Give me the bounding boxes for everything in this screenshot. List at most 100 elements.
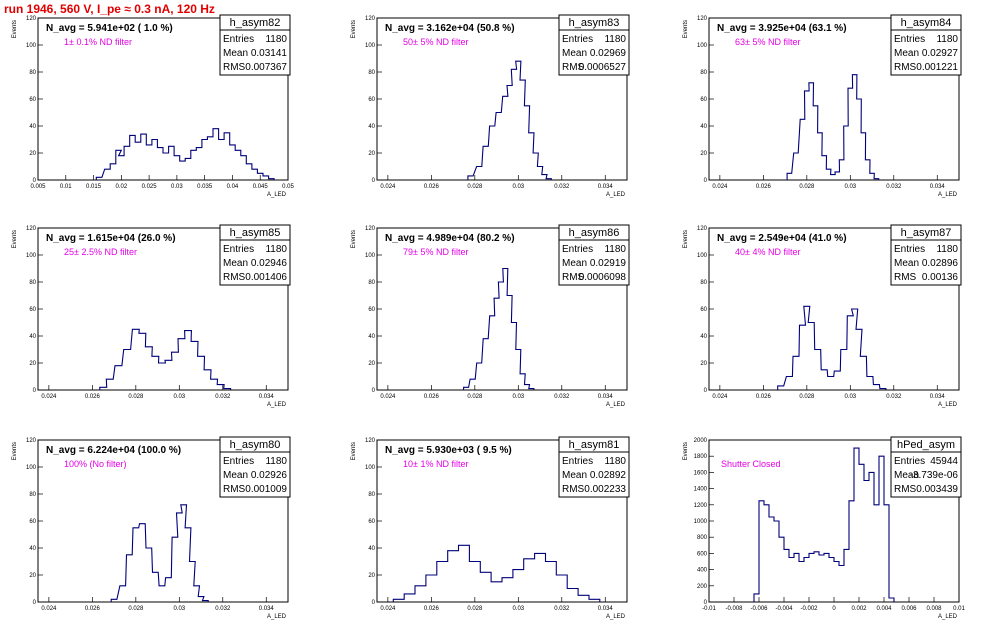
y-tick-label: 100 <box>697 253 708 259</box>
y-axis-title: Events <box>12 230 18 248</box>
y-tick-label: 80 <box>700 70 707 76</box>
y-tick-label: 0 <box>33 600 37 606</box>
y-tick-label: 40 <box>368 334 375 340</box>
x-tick-label: 0.006 <box>901 606 917 612</box>
x-tick-label: 0.028 <box>799 394 815 400</box>
y-tick-label: 1400 <box>694 487 708 493</box>
y-tick-label: 40 <box>29 546 36 552</box>
x-axis-title: A_LED <box>267 192 287 198</box>
n-avg-label: N_avg = 3.162e+04 (50.8 %) <box>385 23 515 34</box>
stats-label: RMS <box>562 62 585 73</box>
x-axis-title: A_LED <box>606 192 626 198</box>
y-tick-label: 40 <box>700 334 707 340</box>
x-tick-label: 0.03 <box>173 394 185 400</box>
y-tick-label: 40 <box>368 546 375 552</box>
stats-value: 0.02896 <box>922 258 959 269</box>
stats-label: RMS <box>894 272 917 283</box>
y-tick-label: 40 <box>29 124 36 130</box>
x-tick-label: 0.034 <box>259 606 275 612</box>
x-tick-label: 0.01 <box>60 184 72 190</box>
histogram-series <box>99 328 232 390</box>
stats-title: h_asym81 <box>569 439 620 451</box>
stats-box <box>558 436 630 498</box>
stats-value: 1180 <box>604 34 626 45</box>
x-tick-label: 0.035 <box>197 184 213 190</box>
stats-title: h_asym80 <box>230 439 281 451</box>
histogram-series <box>463 267 535 390</box>
x-tick-label: 0.032 <box>215 394 231 400</box>
x-tick-label: 0.034 <box>930 394 946 400</box>
x-tick-label: 0.034 <box>259 394 275 400</box>
x-axis-title: A_LED <box>938 614 958 620</box>
y-tick-label: 0 <box>33 178 37 184</box>
y-tick-label: 120 <box>26 438 37 444</box>
x-tick-label: 0.024 <box>41 394 57 400</box>
stats-box <box>219 14 291 76</box>
y-tick-label: 120 <box>365 438 376 444</box>
stats-value: 1180 <box>604 456 626 467</box>
stats-title: h_asym86 <box>569 227 620 239</box>
y-tick-label: 800 <box>697 535 708 541</box>
x-tick-label: 0.026 <box>85 394 101 400</box>
y-tick-label: 40 <box>29 334 36 340</box>
y-tick-label: 80 <box>700 280 707 286</box>
stats-label: Entries <box>223 244 254 255</box>
y-tick-label: 100 <box>26 253 37 259</box>
stats-label: Entries <box>894 34 925 45</box>
stats-label: Entries <box>562 34 593 45</box>
x-tick-label: 0.002 <box>851 606 867 612</box>
stats-value: 1180 <box>936 34 958 45</box>
y-tick-label: 1200 <box>694 503 708 509</box>
x-tick-label: 0 <box>832 606 836 612</box>
y-tick-label: 60 <box>29 97 36 103</box>
x-tick-label: 0.04 <box>227 184 239 190</box>
stats-box <box>558 224 630 286</box>
y-tick-label: 20 <box>700 361 707 367</box>
y-tick-label: 120 <box>365 226 376 232</box>
y-tick-label: 400 <box>697 568 708 574</box>
y-tick-label: 120 <box>26 16 37 22</box>
panel-h_asym87: 0 20 40 60 80 100 120 0.024 0.026 0.028 0.03 0.032 0… <box>683 224 962 408</box>
panel-h_asym81: 0 20 40 60 80 100 120 0.024 0.026 0.028 0.03 0.032 0… <box>351 436 630 620</box>
y-tick-label: 120 <box>365 16 376 22</box>
stats-label: RMS <box>562 272 585 283</box>
stats-label: Mean <box>894 48 919 59</box>
y-tick-label: 20 <box>29 361 36 367</box>
stats-value: 0.002233 <box>584 484 626 495</box>
filter-label: 79± 5% ND filter <box>403 247 468 257</box>
panel-hPed_asym: 0 200 400 600 800 1000 1200 1400 1600 1800 2000 -0.… <box>683 436 965 620</box>
stats-value: 0.001221 <box>916 62 958 73</box>
filter-label: 50± 5% ND filter <box>403 37 468 47</box>
x-tick-label: 0.032 <box>215 606 231 612</box>
y-tick-label: 0 <box>704 388 708 394</box>
y-tick-label: 1600 <box>694 470 708 476</box>
y-axis-title: Events <box>351 230 357 248</box>
y-tick-label: 0 <box>704 178 708 184</box>
x-tick-label: 0.024 <box>712 394 728 400</box>
stats-value: 0.003439 <box>916 484 958 495</box>
filter-label: 40± 4% ND filter <box>735 247 800 257</box>
y-tick-label: 80 <box>368 492 375 498</box>
stats-box <box>219 436 291 498</box>
x-tick-label: 0.004 <box>876 606 892 612</box>
x-tick-label: 0.026 <box>424 184 440 190</box>
histogram-series <box>467 60 552 180</box>
x-tick-label: 0.034 <box>598 184 614 190</box>
x-tick-label: 0.034 <box>598 606 614 612</box>
stats-label: RMS <box>894 62 917 73</box>
x-tick-label: -0.008 <box>725 606 743 612</box>
x-tick-label: -0.01 <box>702 606 716 612</box>
filter-label: 1± 0.1% ND filter <box>64 37 132 47</box>
x-tick-label: -0.002 <box>800 606 818 612</box>
y-tick-label: 60 <box>700 307 707 313</box>
x-tick-label: 0.024 <box>380 606 396 612</box>
stats-value: 0.02927 <box>922 48 959 59</box>
x-axis-title: A_LED <box>267 614 287 620</box>
stats-box <box>890 436 962 498</box>
stats-value: 1180 <box>265 244 287 255</box>
y-tick-label: 60 <box>29 307 36 313</box>
x-axis-title: A_LED <box>606 614 626 620</box>
y-tick-label: 80 <box>29 492 36 498</box>
stats-label: RMS <box>562 484 585 495</box>
y-tick-label: 80 <box>368 70 375 76</box>
